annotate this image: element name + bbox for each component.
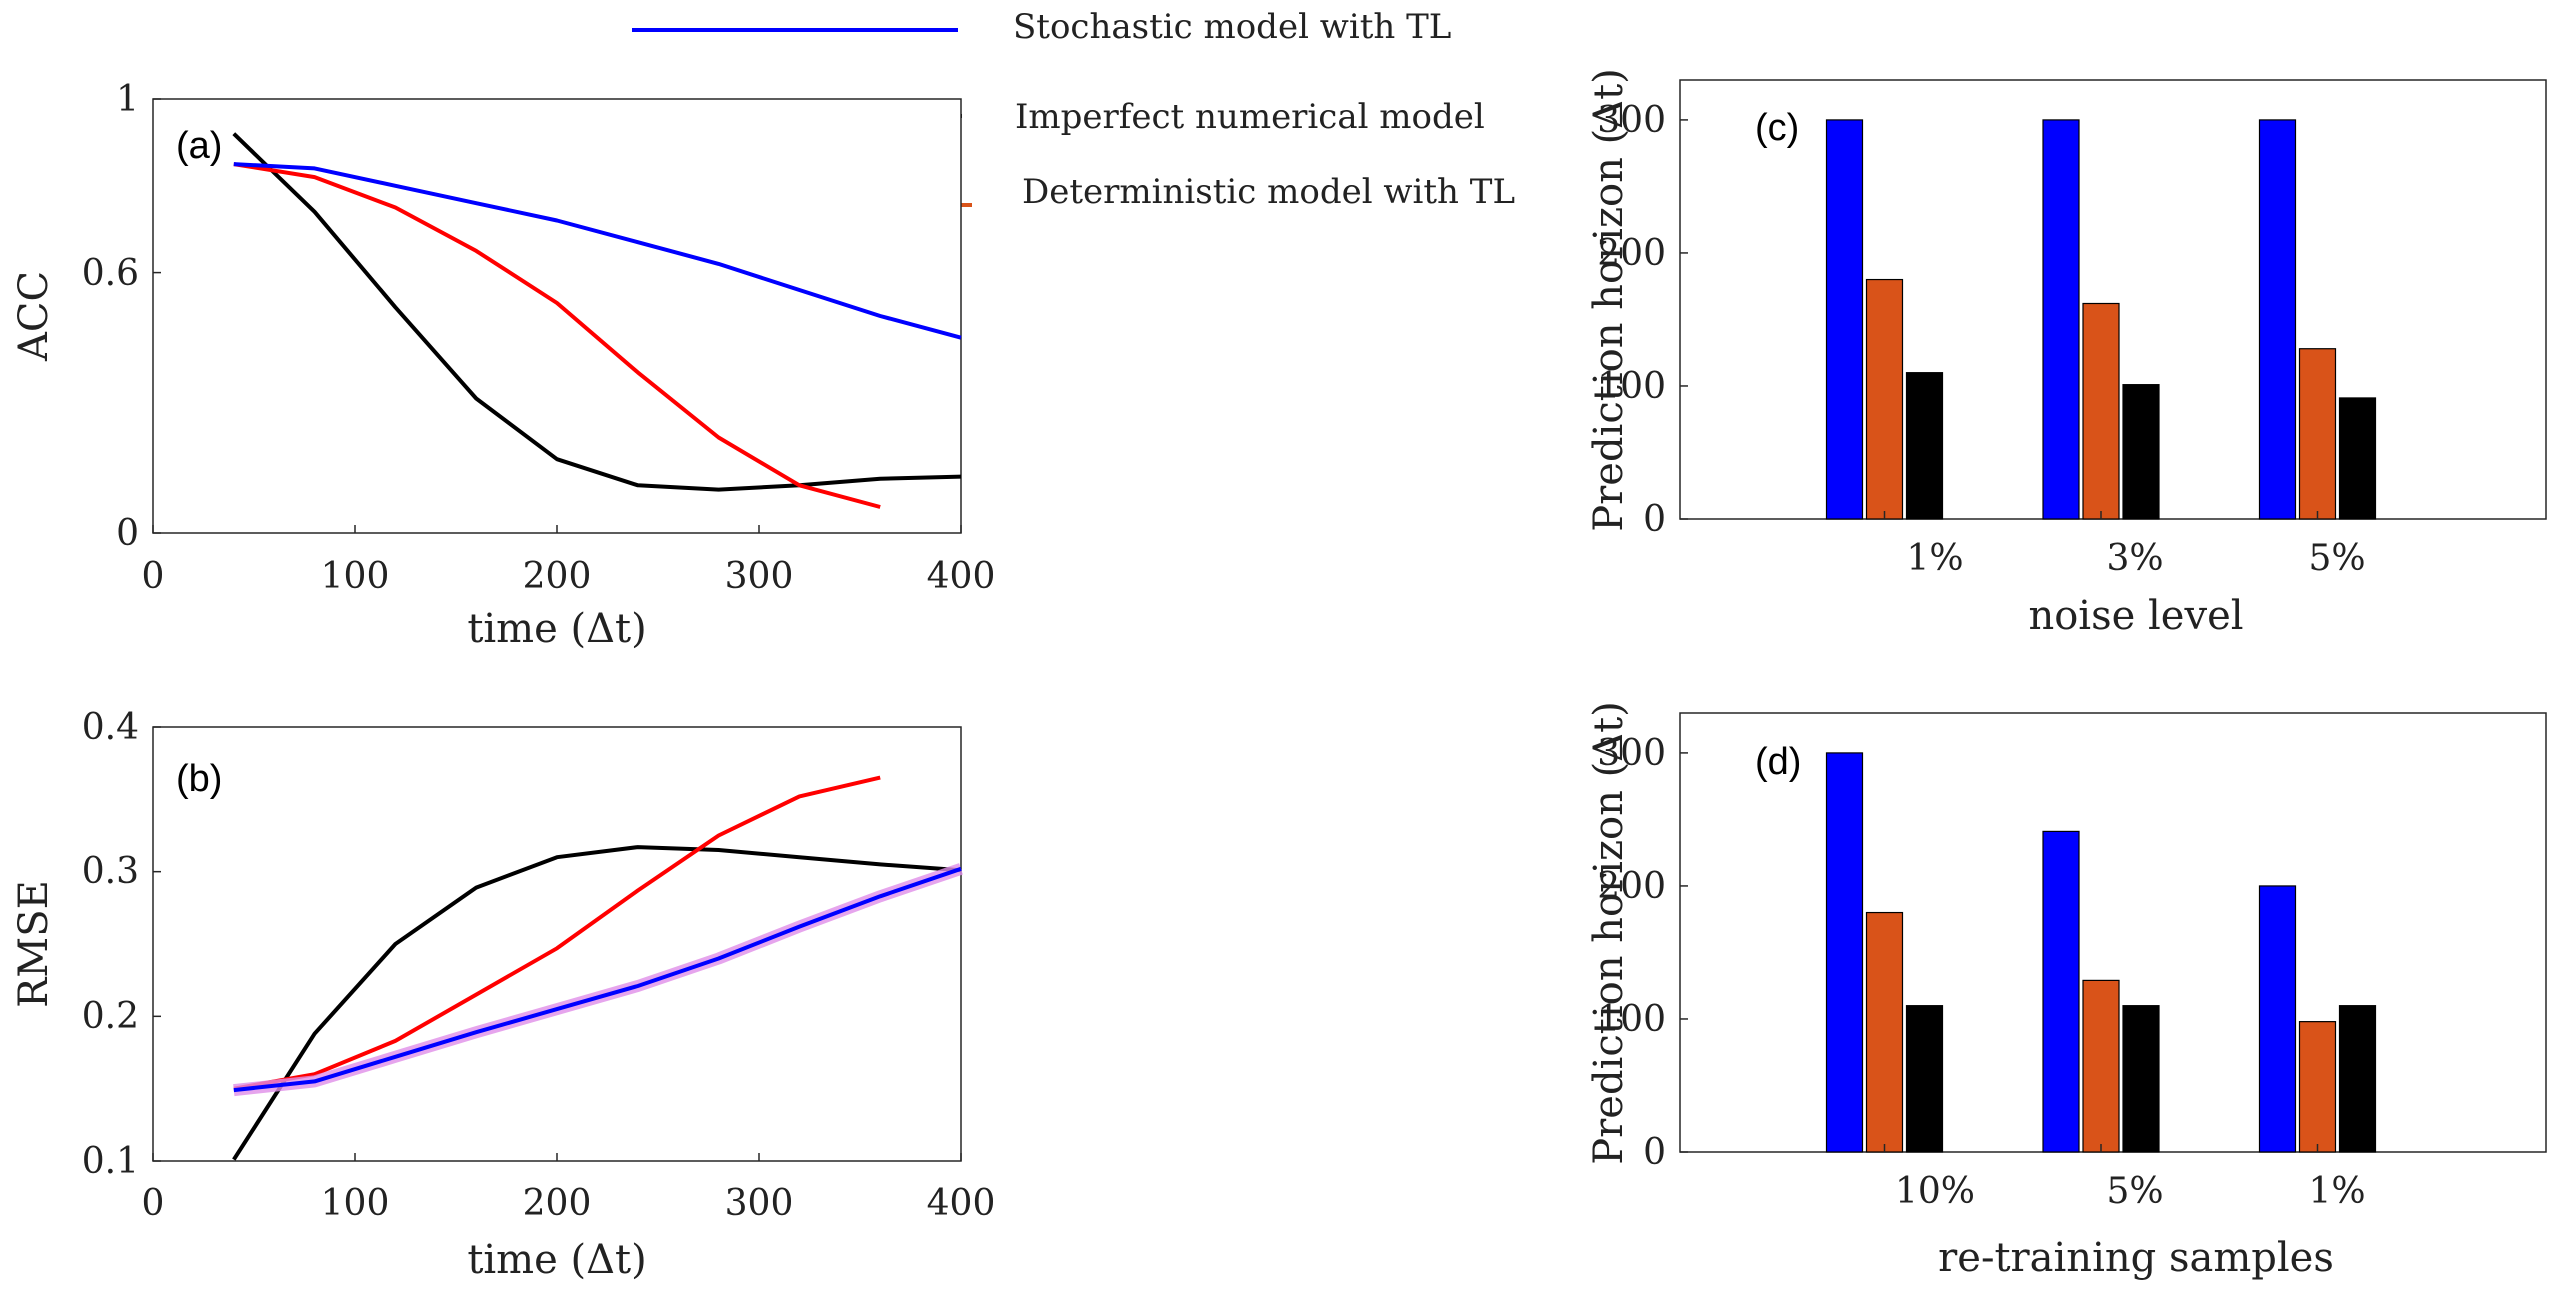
chart-a-panel-label: (a) [176,125,222,167]
chart-d-bar-imperfect [2338,1005,2377,1153]
chart-b: 0 100 200 300 400 0.1 0.2 0.3 0.4 (b) ti… [11,707,995,1283]
chart-b-series-imperfect [232,845,962,1161]
chart-c-marks [1680,119,2377,520]
chart-a-xtick: 200 [523,556,592,597]
chart-a-xtick: 400 [927,556,996,597]
legend: Stochastic model with TL Imperfect numer… [632,7,1515,212]
chart-d-categories: 10% 5% 1% [1895,1171,2366,1212]
chart-c-categories: 1% 3% 5% [1906,538,2365,579]
chart-d-yticks: 0 100 200 300 [1597,733,1666,1173]
chart-a-ytick: 1 [116,79,139,120]
chart-b-xtick: 0 [142,1183,165,1224]
chart-d-bar-deterministic [1865,911,1904,1153]
chart-d-bar-imperfect [2122,1005,2160,1153]
chart-b-series-deterministic [233,775,881,1091]
chart-a-ylabel: ACC [11,271,57,362]
chart-d-ytick: 200 [1597,866,1666,907]
chart-d-bar-stochastic [2258,885,2297,1153]
chart-c-ytick: 100 [1597,366,1666,407]
chart-a-yticks: 0 0.6 1 [82,79,139,554]
chart-d-ytick: 0 [1643,1132,1666,1173]
chart-b-ytick: 0.1 [82,1141,139,1182]
chart-d-category: 5% [2106,1171,2163,1212]
chart-a-ytick: 0 [116,513,139,554]
chart-c: 0 100 200 300 1% 3% 5% (c) noise level P… [1586,68,2547,639]
chart-d-panel-label: (d) [1755,741,1801,783]
chart-d: 0 100 200 300 10% 5% 1% (d) re-training … [1586,701,2547,1281]
chart-b-xlabel: time (Δt) [467,1237,646,1283]
chart-c-panel-label: (c) [1755,107,1799,149]
chart-b-marks [152,726,963,1162]
chart-a-series-imperfect [232,132,962,492]
legend-label-stochastic: Stochastic model with TL [1013,7,1451,47]
chart-d-category: 1% [2308,1171,2365,1212]
chart-c-xlabel: noise level [2028,593,2243,639]
chart-a-series-stochastic [233,162,962,340]
chart-c-ytick: 200 [1597,233,1666,274]
chart-b-xtick: 100 [321,1183,390,1224]
chart-d-bar-imperfect [1905,1005,1944,1153]
chart-c-category: 5% [2308,538,2365,579]
chart-b-xtick: 300 [725,1183,794,1224]
chart-d-bar-deterministic [2082,979,2120,1153]
chart-a-ytick: 0.6 [82,253,139,294]
chart-c-bar-stochastic [2042,119,2080,520]
chart-c-bar-deterministic [2082,302,2120,520]
chart-a-xtick: 300 [725,556,794,597]
chart-d-bar-stochastic [1825,752,1864,1153]
chart-b-series-stochastic [233,866,962,1093]
chart-a-series-deterministic [233,162,881,509]
chart-c-bar-stochastic [2258,119,2297,520]
chart-d-xlabel: re-training samples [1938,1235,2334,1281]
chart-a-xticks: 0 100 200 300 400 [142,556,996,597]
chart-a-xlabel: time (Δt) [467,606,646,652]
chart-c-category: 3% [2106,538,2163,579]
chart-a-frame [152,98,962,534]
chart-b-xtick: 200 [523,1183,592,1224]
chart-b-xticks: 0 100 200 300 400 [142,1183,996,1224]
chart-a-xtick: 0 [142,556,165,597]
chart-b-xtick: 400 [927,1183,996,1224]
chart-d-ytick: 100 [1597,999,1666,1040]
chart-b-ylabel: RMSE [11,880,57,1008]
chart-a: 0 100 200 300 400 0 0.6 1 (a) time (Δt) … [11,79,995,652]
chart-c-bar-deterministic [1865,278,1904,520]
chart-d-ylabel: Prediction horizon (Δt) [1586,701,1632,1165]
chart-c-bar-imperfect [2122,384,2160,520]
chart-c-ytick: 0 [1643,499,1666,540]
chart-c-bar-stochastic [1825,119,1864,520]
chart-c-bar-imperfect [2338,397,2377,520]
chart-b-ytick: 0.4 [82,707,139,748]
chart-b-panel-label: (b) [176,758,222,800]
chart-d-category: 10% [1895,1171,1975,1212]
chart-c-category: 1% [1906,538,1963,579]
chart-b-ytick: 0.2 [82,996,139,1037]
chart-c-yticks: 0 100 200 300 [1597,100,1666,540]
chart-a-marks [152,98,962,534]
chart-d-bar-stochastic [2042,830,2080,1153]
chart-d-bar-deterministic [2298,1021,2337,1153]
chart-d-ytick: 300 [1597,733,1666,774]
legend-label-imperfect: Imperfect numerical model [1015,97,1485,137]
chart-b-ytick: 0.3 [82,851,139,892]
chart-c-bar-imperfect [1905,372,1944,520]
chart-d-marks [1680,752,2377,1153]
chart-a-xtick: 100 [321,556,390,597]
chart-c-bar-deterministic [2298,348,2337,520]
chart-c-ylabel: Prediction horizon (Δt) [1586,68,1632,532]
legend-label-deterministic: Deterministic model with TL [1022,172,1515,212]
chart-c-ytick: 300 [1597,100,1666,141]
chart-b-yticks: 0.1 0.2 0.3 0.4 [82,707,139,1182]
